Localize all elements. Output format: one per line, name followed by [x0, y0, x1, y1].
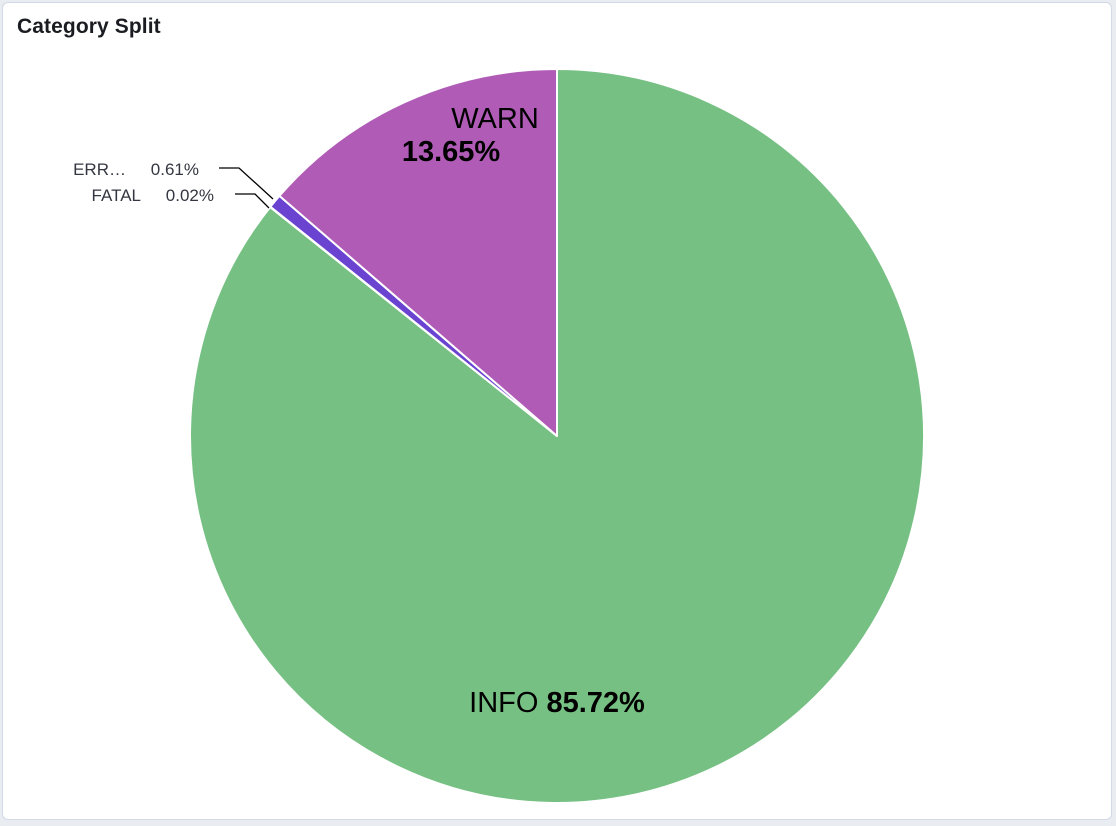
pie-slice-warn[interactable]	[278, 68, 558, 437]
info-slice-label: INFO	[469, 687, 538, 719]
error-leader-line	[219, 167, 274, 200]
info-slice-text: INFO 85.72%	[469, 687, 645, 719]
fatal-leader-line	[235, 193, 270, 209]
error-slice-label: ERR…	[73, 160, 126, 179]
fatal-slice-label: FATAL	[92, 186, 141, 205]
info-slice-value: 85.72%	[546, 687, 645, 719]
fatal-slice-value: 0.02%	[166, 186, 214, 205]
pie-slices	[189, 68, 925, 804]
pie-labels: WARN 13.65% INFO 85.72% ERR… 0.61% FATAL …	[73, 103, 645, 719]
warn-slice-value: 13.65%	[402, 136, 501, 168]
warn-slice-label: WARN	[451, 103, 539, 135]
pie-chart: WARN 13.65% INFO 85.72% ERR… 0.61% FATAL …	[73, 68, 925, 804]
error-slice-value: 0.61%	[151, 160, 199, 179]
panel-title: Category Split	[17, 15, 161, 38]
